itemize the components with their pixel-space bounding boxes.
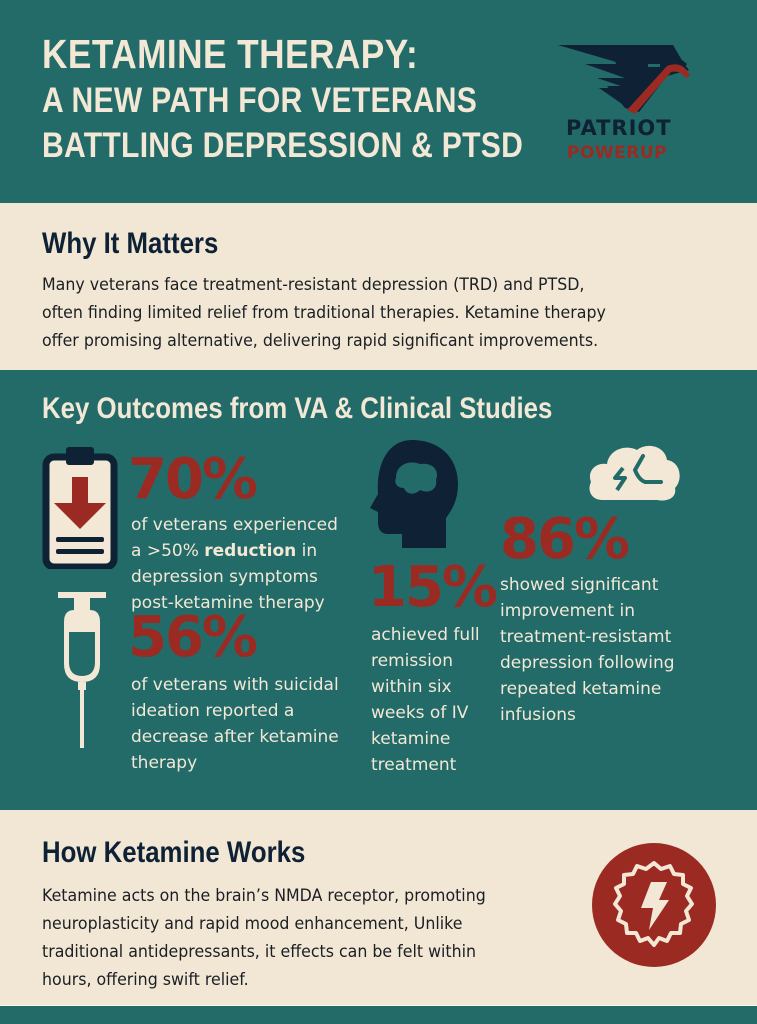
desc-line: depression symptoms [131, 567, 318, 587]
logo-text-powerup: POWERUP [567, 143, 668, 163]
body-line: Many veterans face treatment-resistant d… [42, 275, 585, 295]
clipboard-down-arrow-icon [42, 447, 118, 569]
lightning-badge-icon [592, 843, 716, 967]
body-line: offer promising alternative, delivering … [42, 331, 599, 351]
why-it-matters-section: Why It Matters Many veterans face treatm… [0, 203, 757, 370]
desc-line: decrease after ketamine [131, 727, 339, 747]
title-line-3: BATTLING DEPRESSION & PTSD [42, 126, 524, 165]
storm-cloud-icon [589, 445, 680, 501]
desc-line: depression following [500, 653, 675, 673]
desc-line: improvement in [500, 601, 635, 621]
head-brain-icon [370, 440, 458, 548]
title-line-1: KETAMINE THERAPY: [42, 31, 419, 77]
eagle-icon [558, 45, 690, 114]
desc-line: remission [371, 651, 453, 671]
desc-line: of veterans experienced [131, 515, 338, 535]
desc-line: therapy [131, 753, 198, 773]
body-line: traditional antidepressants, it effects … [42, 942, 477, 962]
stat-description: of veterans experienced a >50% reduction… [131, 512, 338, 616]
body-line: Ketamine acts on the brain’s NMDA recept… [42, 886, 486, 906]
section-body: Ketamine acts on the brain’s NMDA recept… [42, 882, 486, 994]
desc-line: achieved full [371, 625, 480, 645]
desc-line: post-ketamine therapy [131, 593, 325, 613]
section-body: Many veterans face treatment-resistant d… [42, 271, 606, 355]
desc-line: infusions [500, 705, 576, 725]
body-line: neuroplasticity and rapid mood enhanceme… [42, 914, 463, 934]
section-heading: Key Outcomes from VA & Clinical Studies [42, 392, 553, 425]
page-title: KETAMINE THERAPY: A NEW PATH FOR VETERAN… [42, 30, 562, 168]
desc-line: repeated ketamine [500, 679, 662, 699]
desc-line: showed significant [500, 575, 659, 595]
how-ketamine-works-section: How Ketamine Works Ketamine acts on the … [0, 810, 757, 1006]
footer-band [0, 1006, 757, 1024]
desc-line: ideation reported a [131, 701, 295, 721]
body-line: hours, offering swift relief. [42, 970, 249, 990]
desc-line: within six [371, 677, 452, 697]
syringe-icon [58, 592, 106, 748]
stat-value-15: 15% [368, 555, 498, 620]
desc-line: a >50% reduction in [131, 541, 318, 561]
patriot-powerup-logo [555, 40, 725, 170]
desc-line: treatment-resistamt [500, 627, 672, 647]
desc-line: treatment [371, 755, 457, 775]
stat-value-56: 56% [128, 605, 258, 670]
emphasis-text: reduction [204, 541, 297, 561]
header-banner: KETAMINE THERAPY: A NEW PATH FOR VETERAN… [0, 0, 757, 203]
desc-line: ketamine [371, 729, 451, 749]
stat-description: showed significant improvement in treatm… [500, 572, 675, 728]
section-heading: Why It Matters [42, 227, 219, 260]
logo-text-patriot: PATRIOT [566, 116, 672, 140]
body-line: often finding limited relief from tradit… [42, 303, 606, 323]
key-outcomes-section: Key Outcomes from VA & Clinical Studies … [0, 370, 757, 810]
stat-description: of veterans with suicidal ideation repor… [131, 672, 339, 776]
title-line-2: A NEW PATH FOR VETERANS [42, 81, 478, 120]
divider [0, 1005, 757, 1006]
stat-description: achieved full remission within six weeks… [371, 622, 480, 778]
stat-value-86: 86% [500, 507, 630, 572]
section-heading: How Ketamine Works [42, 836, 306, 869]
desc-line: weeks of IV [371, 703, 469, 723]
desc-line: of veterans with suicidal [131, 675, 339, 695]
stat-value-70: 70% [128, 447, 258, 512]
